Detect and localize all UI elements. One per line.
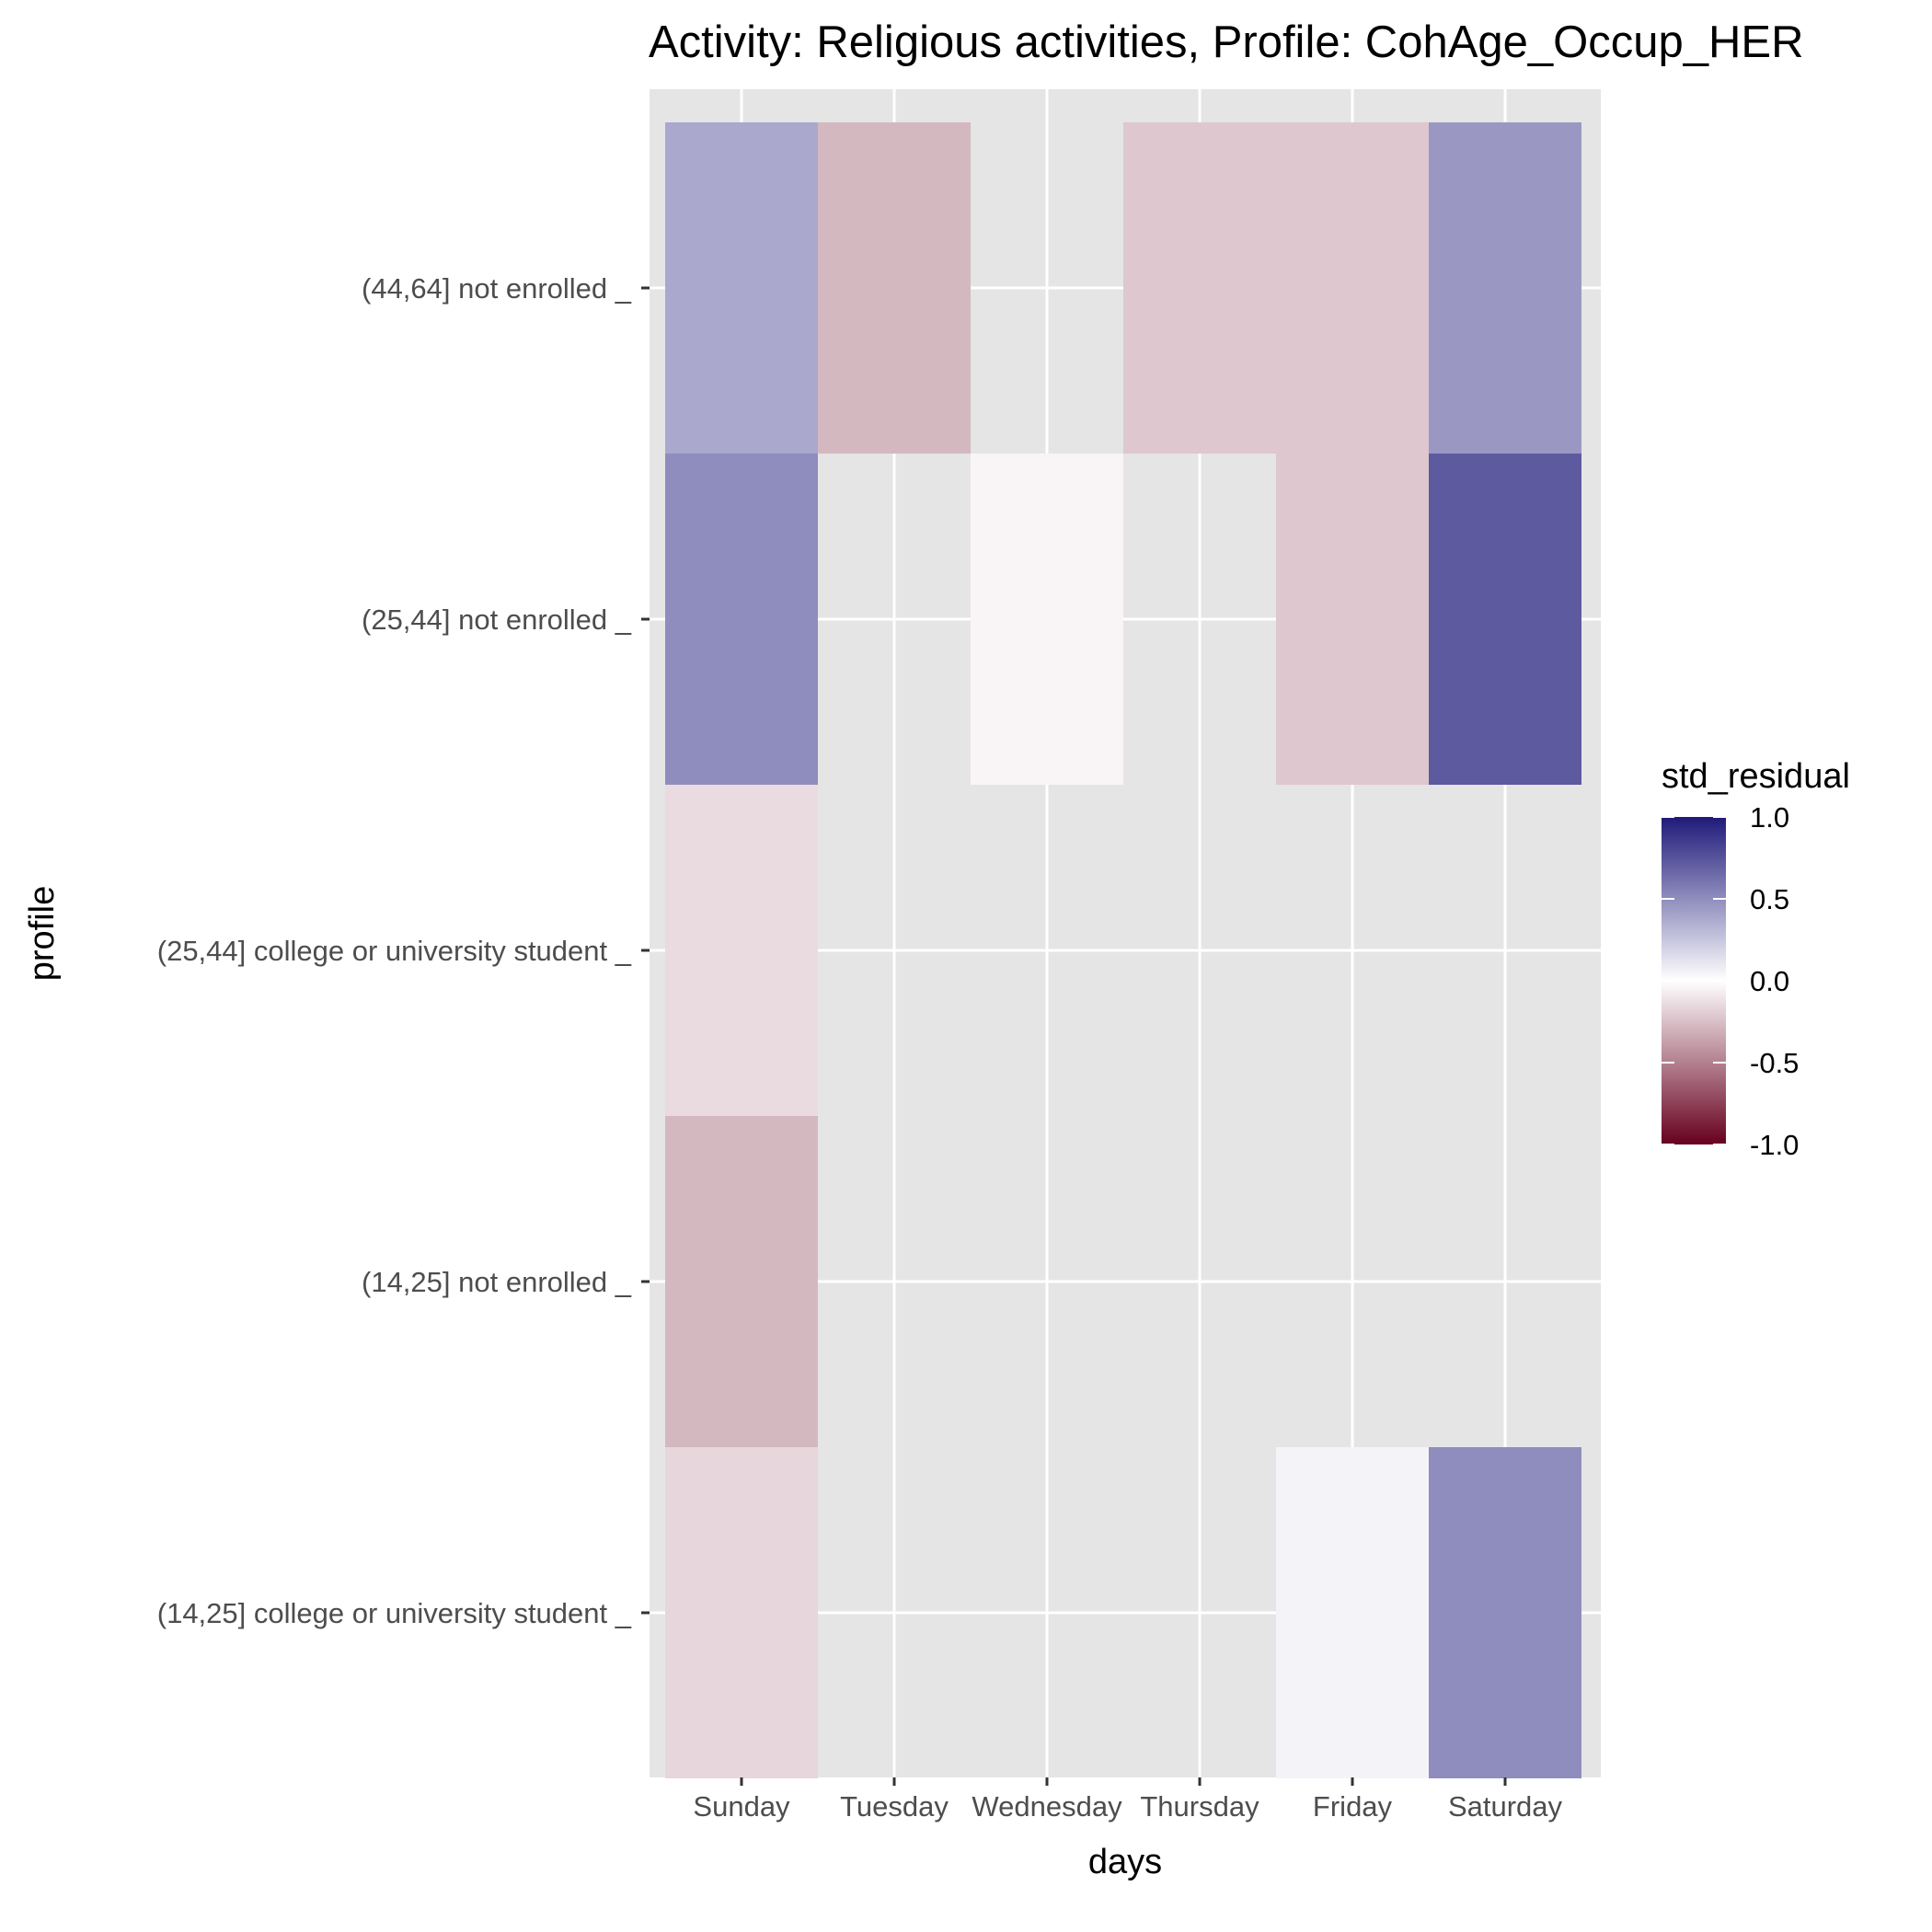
color-legend: std_residual 1.0 0.5 0.0 -0.5 -1.0 [1662,757,1850,1161]
heatmap-cell-saturday-1 [1429,454,1581,785]
y-tick-label: (25,44] college or university student _ [157,935,632,967]
heatmap-cell-saturday-0 [1429,122,1581,454]
x-tick-label-friday: Friday [1313,1790,1393,1823]
heatmap-cell-sunday-1 [665,454,818,785]
heatmap-cell-sunday-2 [665,785,818,1116]
x-axis-title: days [1088,1843,1162,1881]
chart-title: Activity: Religious activities, Profile:… [649,17,1803,67]
heatmap-cell-saturday-4 [1429,1447,1581,1778]
y-tick-label: (14,25] not enrolled _ [362,1266,632,1298]
heatmap-cells [665,122,1581,1778]
x-tick-label-saturday: Saturday [1448,1790,1563,1823]
legend-label: 0.5 [1750,883,1789,915]
legend-label: 0.0 [1750,965,1789,997]
legend-label: -0.5 [1750,1047,1799,1079]
legend-ticks: 1.0 0.5 0.0 -0.5 -1.0 [1662,801,1799,1161]
legend-title: std_residual [1662,757,1850,796]
legend-label: 1.0 [1750,801,1789,834]
heatmap-cell-sunday-0 [665,122,818,454]
heatmap-cell-friday-1 [1276,454,1429,785]
x-tick-label-wednesday: Wednesday [972,1790,1122,1823]
heatmap-cell-friday-4 [1276,1447,1429,1778]
heatmap-cell-tuesday-0 [818,122,971,454]
heatmap-cell-sunday-4 [665,1447,818,1778]
heatmap-cell-wednesday-1 [971,454,1123,785]
y-tick-label: (44,64] not enrolled _ [362,272,632,305]
x-tick-label-thursday: Thursday [1140,1790,1259,1823]
legend-label: -1.0 [1750,1129,1799,1161]
y-axis-title: profile [23,886,62,982]
x-axis: Sunday Tuesday Wednesday Thursday Friday Satu… [693,1777,1563,1823]
y-tick-label: (14,25] college or university student _ [157,1597,632,1629]
y-tick-label: (25,44] not enrolled _ [362,604,632,636]
heatmap-cell-sunday-3 [665,1116,818,1447]
x-tick-label-tuesday: Tuesday [840,1790,949,1823]
y-axis: (44,64] not enrolled _ (25,44] not enroll… [157,272,650,1629]
heatmap-cell-friday-0 [1276,122,1429,454]
x-tick-label-sunday: Sunday [693,1790,790,1823]
heatmap-cell-thursday-0 [1123,122,1276,454]
